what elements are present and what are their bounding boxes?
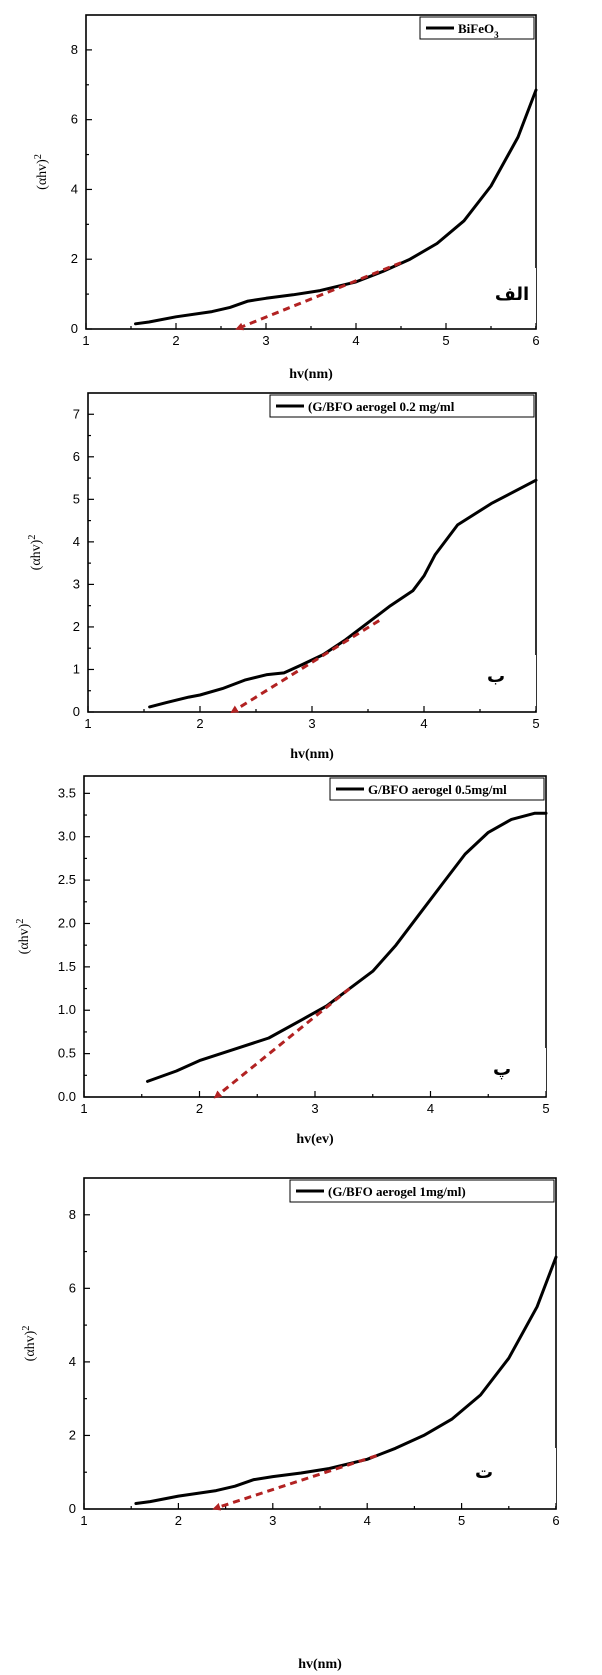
x-axis-label: hv(nm) [298, 1657, 342, 1672]
y-tick-label: 1.0 [58, 1002, 76, 1017]
panel-letter: الف [495, 284, 529, 305]
plot-frame [85, 14, 537, 330]
tangent-fit-line [213, 987, 351, 1099]
y-tick-label: 0 [69, 1501, 76, 1516]
tangent-fit-line [212, 1454, 378, 1511]
y-axis-label-sup: 2 [27, 535, 38, 540]
panel-letter: پ [493, 1059, 511, 1080]
y-tick-label: 1 [73, 661, 80, 676]
y-axis-label: (αhv)2 [33, 154, 51, 190]
y-tick-label: 4 [69, 1354, 76, 1369]
chart-panel-4: 1 2 3 4 5 6 0 2 4 6 8 hv(nm) (αhv)2 (G/BFO aerogel 1m… [21, 1177, 560, 1672]
y-axis-label: (αhv)2 [27, 535, 45, 571]
y-axis-label: (αhv)2 [15, 919, 33, 955]
x-tick-label: 1 [80, 1101, 87, 1116]
x-tick-label: 2 [196, 716, 203, 731]
letter-patch [474, 268, 536, 326]
y-tick-label: 1.5 [58, 959, 76, 974]
x-tick-label: 3 [262, 333, 269, 348]
x-tick-label: 5 [458, 1513, 465, 1528]
x-tick-label: 3 [308, 716, 315, 731]
y-tick-label: 0 [71, 321, 78, 336]
y-tick-label: 2 [69, 1427, 76, 1442]
x-tick-label: 5 [442, 333, 449, 348]
y-tick-label: 0.5 [58, 1046, 76, 1061]
data-series-line [134, 88, 538, 326]
x-tick-label: 4 [420, 716, 427, 731]
legend-label: (G/BFO aerogel 0.2 mg/ml [308, 399, 455, 414]
letter-patch [470, 655, 536, 710]
y-tick-label: 0 [73, 704, 80, 719]
x-tick-label: 2 [172, 333, 179, 348]
x-axis-label: hv(nm) [289, 367, 333, 382]
y-tick-label: 3.0 [58, 829, 76, 844]
tangent-fit-line [230, 619, 380, 714]
y-tick-label: 6 [73, 449, 80, 464]
y-tick-label: 2 [71, 251, 78, 266]
x-tick-label: 4 [427, 1101, 434, 1116]
y-tick-label: 2 [73, 619, 80, 634]
legend-label: G/BFO aerogel 0.5mg/ml [368, 782, 507, 797]
y-tick-label: 6 [71, 112, 78, 127]
y-tick-label: 3 [73, 576, 80, 591]
y-axis-label: (αhv)2 [21, 1326, 39, 1362]
x-tick-label: 1 [84, 716, 91, 731]
x-tick-label: 4 [364, 1513, 371, 1528]
y-tick-label: 4 [71, 181, 78, 196]
legend-label-sub: 3 [494, 30, 499, 40]
y-tick-label: 4 [73, 534, 80, 549]
x-tick-label: 6 [552, 1513, 559, 1528]
y-axis-label-sup: 2 [15, 919, 26, 924]
y-axis-label-sup: 2 [33, 154, 44, 159]
legend-label: BiFeO3 [458, 21, 499, 40]
x-tick-label: 5 [532, 716, 539, 731]
legend-box [419, 16, 535, 40]
legend-label: (G/BFO aerogel 1mg/ml) [328, 1184, 466, 1199]
x-tick-label: 1 [80, 1513, 87, 1528]
y-tick-label: 6 [69, 1280, 76, 1295]
legend-box [269, 394, 535, 418]
x-axis-label: hv(ev) [296, 1132, 334, 1147]
y-tick-label: 5 [73, 491, 80, 506]
y-tick-label: 8 [71, 42, 78, 57]
letter-patch [460, 1048, 546, 1096]
panel-letter: ت [475, 1462, 493, 1483]
letter-patch [458, 1448, 556, 1506]
legend-box [289, 1179, 555, 1203]
panel-letter: ب [487, 666, 505, 687]
x-tick-label: 2 [196, 1101, 203, 1116]
y-tick-label: 2.5 [58, 872, 76, 887]
x-tick-label: 1 [82, 333, 89, 348]
y-tick-label: 2.0 [58, 915, 76, 930]
y-tick-label: 8 [69, 1207, 76, 1222]
x-tick-label: 6 [532, 333, 539, 348]
x-tick-label: 3 [269, 1513, 276, 1528]
tangent-fit-line [235, 261, 402, 331]
x-axis-label: hv(nm) [290, 747, 334, 762]
y-axis-label-sup: 2 [21, 1326, 32, 1331]
legend-box [329, 777, 545, 801]
y-tick-label: 3.5 [58, 785, 76, 800]
y-tick-label: 0.0 [58, 1089, 76, 1104]
chart-panel-1: 1 2 3 4 5 6 0 2 4 6 8 hv(nm) (αhv)2 BiFeO3 الف [33, 14, 540, 382]
x-tick-label: 4 [352, 333, 359, 348]
x-tick-label: 3 [311, 1101, 318, 1116]
x-tick-label: 2 [175, 1513, 182, 1528]
plot-frame [87, 392, 537, 713]
data-series-line [134, 1255, 558, 1505]
x-tick-label: 5 [542, 1101, 549, 1116]
y-tick-label: 7 [73, 406, 80, 421]
chart-panel-3: 1 2 3 4 5 0.0 0.5 1.0 1.5 2.0 2.5 3.0 3.5 hv(ev) (αhv)… [15, 775, 550, 1147]
data-series-line [146, 811, 548, 1083]
